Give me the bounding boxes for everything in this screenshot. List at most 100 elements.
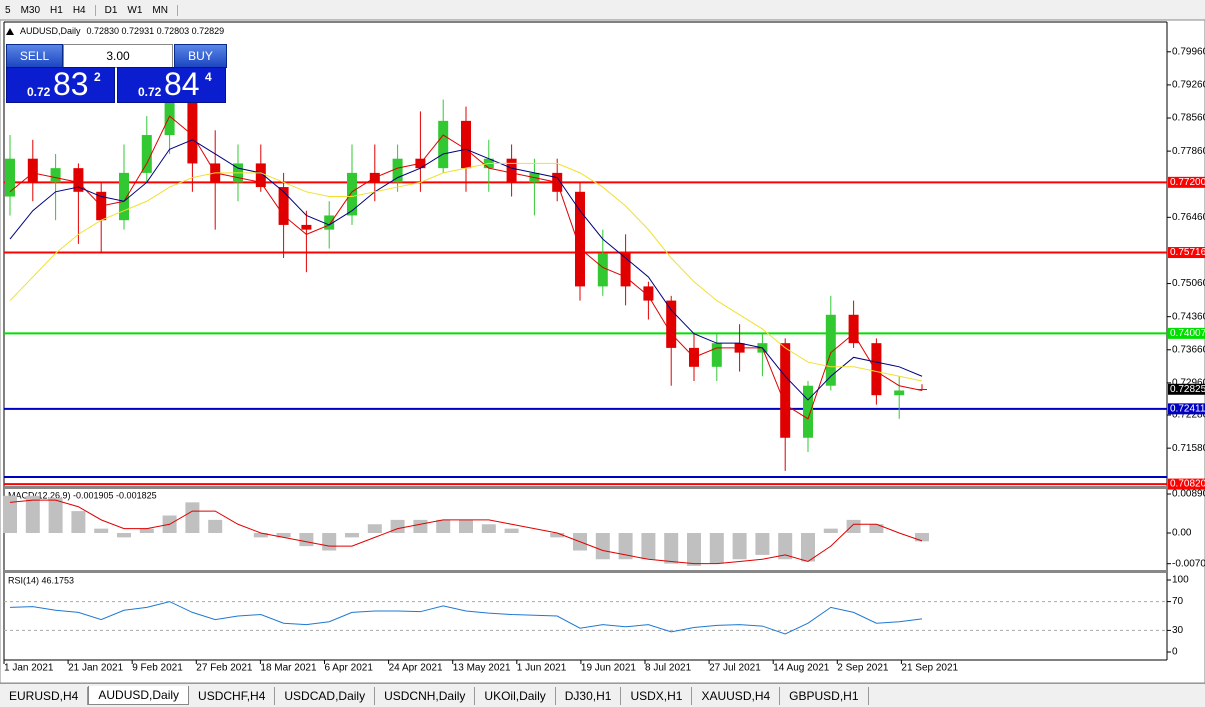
chart-tab[interactable]: AUDUSD,Daily [88, 686, 190, 705]
level-label: 0.72411 [1170, 403, 1205, 414]
chart-tab[interactable]: USDCHF,H4 [189, 686, 276, 705]
bid-box[interactable]: 0.72 83 2 [6, 66, 115, 103]
macd-bar [801, 533, 815, 562]
level-label: 0.74007 [1170, 328, 1205, 339]
macd-bar [641, 533, 656, 560]
timeframe-button[interactable]: H4 [72, 4, 86, 16]
candle-body [50, 168, 61, 183]
macd-bar [48, 497, 63, 534]
toolbar-group: D1 W1 MN [100, 4, 178, 16]
macd-bar [481, 524, 496, 534]
y-tick-label: 0.75060 [1172, 278, 1205, 289]
lots-input[interactable]: 3.00 [63, 44, 173, 68]
y-tick-label: 0.72280 [1172, 410, 1205, 421]
ask-box[interactable]: 0.72 84 4 [117, 66, 226, 103]
sell-button[interactable]: SELL [6, 44, 63, 68]
candle-body [711, 343, 722, 367]
x-tick-label: 13 May 2021 [453, 663, 511, 674]
x-tick-label: 14 Aug 2021 [773, 663, 830, 674]
timeframe-button[interactable]: M30 [20, 4, 41, 16]
chart-tab[interactable]: USDCAD,Daily [275, 686, 376, 705]
candle-body [575, 191, 585, 287]
collapse-icon[interactable] [6, 27, 14, 35]
candle-body [825, 314, 836, 386]
indicator-title: MACD(12,26,9) -0.001905 -0.001825 [8, 490, 157, 500]
panel-separator [4, 570, 1167, 573]
macd-bar [823, 528, 838, 534]
chart-tab[interactable]: GBPUSD,H1 [780, 686, 869, 705]
macd-bar [322, 533, 337, 551]
candle-body [438, 120, 449, 169]
y-tick-label: 0 [1172, 647, 1178, 658]
candle-body [255, 163, 266, 188]
chart-tab[interactable]: EURUSD,H4 [0, 686, 89, 705]
macd-bar [367, 524, 382, 534]
bid-prefix: 0.72 [27, 85, 51, 99]
macd-bar [778, 533, 793, 560]
macd-bar [413, 519, 428, 534]
level-label: 0.70820 [1170, 479, 1205, 490]
candle-body [643, 286, 654, 301]
x-tick-label: 27 Jul 2021 [709, 663, 761, 674]
level-label-box [1168, 176, 1205, 188]
macd-bar [709, 533, 724, 564]
candle-body [119, 172, 129, 221]
y-tick-label: 0.73660 [1172, 344, 1205, 355]
indicator-title: RSI(14) 46.1753 [8, 575, 74, 585]
macd-bar [25, 495, 40, 534]
candle-body [666, 300, 677, 348]
chart-tab[interactable]: UKOil,Daily [475, 686, 556, 705]
x-tick-label: 2 Sep 2021 [837, 663, 889, 674]
timeframe-button[interactable]: D1 [104, 4, 118, 16]
x-tick-label: 24 Apr 2021 [389, 663, 443, 674]
timeframe-button[interactable]: MN [152, 4, 168, 16]
macd-bar [459, 519, 473, 534]
candle-body [141, 135, 152, 173]
y-tick-label: 30 [1172, 625, 1184, 636]
x-tick-label: 8 Jul 2021 [645, 663, 692, 674]
moving-average [9, 162, 923, 382]
timeframe-button[interactable]: W1 [127, 4, 143, 16]
current-price-label: 0.72825 [1170, 384, 1205, 395]
macd-bar [139, 528, 154, 534]
x-tick-label: 1 Jan 2021 [4, 663, 54, 674]
chart-tab[interactable]: DJ30,H1 [556, 686, 622, 705]
ohlc: 0.72830 0.72931 0.72803 0.72829 [86, 26, 225, 36]
macd-bar [846, 519, 861, 534]
macd-bar [276, 533, 291, 538]
x-tick-label: 6 Apr 2021 [325, 663, 374, 674]
y-tick-label: 0.79960 [1172, 46, 1205, 57]
macd-bar [117, 533, 131, 538]
chart-tab[interactable]: XAUUSD,H4 [692, 686, 781, 705]
bid-big: 83 [53, 66, 89, 102]
macd-bar [436, 519, 451, 534]
chart-tab[interactable]: USDCNH,Daily [375, 686, 476, 705]
macd-bar [504, 528, 519, 534]
timeframe-button[interactable]: H1 [50, 4, 63, 16]
buy-button[interactable]: BUY [174, 44, 227, 68]
candle-body [871, 343, 882, 396]
candle-body [917, 389, 927, 391]
candle-body [187, 101, 198, 164]
x-tick-label: 9 Feb 2021 [132, 663, 183, 674]
candle-body [620, 253, 631, 287]
ask-small: 4 [205, 70, 212, 84]
x-tick-label: 27 Feb 2021 [196, 663, 253, 674]
y-tick-label: 0.00 [1172, 528, 1192, 539]
macd-bar [915, 533, 929, 542]
candle-body [73, 168, 84, 192]
macd-bar [94, 528, 109, 534]
y-tick-label: 0.74360 [1172, 311, 1205, 322]
candle-body [324, 215, 335, 230]
candle-body [780, 343, 791, 438]
candle-body [597, 253, 608, 287]
chart-tab[interactable]: USDX,H1 [621, 686, 693, 705]
macd-bar [664, 533, 679, 564]
x-tick-label: 21 Jan 2021 [68, 663, 123, 674]
y-tick-label: 70 [1172, 596, 1184, 607]
x-tick-label: 21 Sep 2021 [901, 663, 958, 674]
y-tick-label: 100 [1172, 575, 1189, 586]
timeframe-button[interactable]: 5 [5, 4, 11, 16]
current-price-box [1168, 383, 1205, 395]
